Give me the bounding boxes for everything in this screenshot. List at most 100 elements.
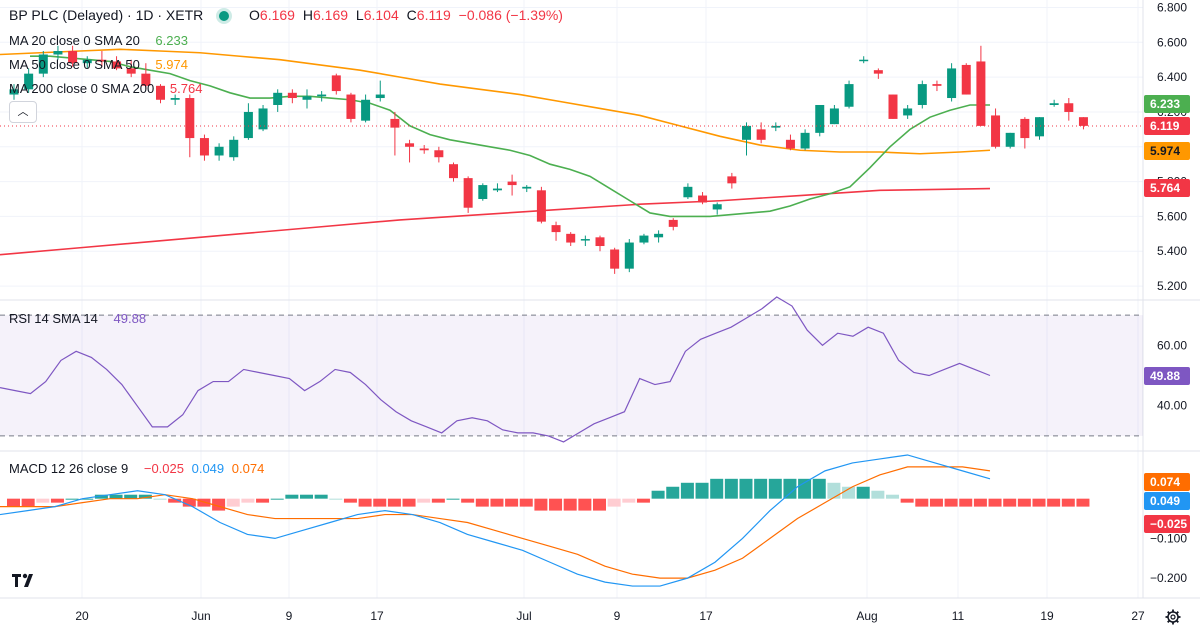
candle-body-48 (712, 204, 722, 210)
macd-hist-bar-65 (959, 498, 973, 507)
candle-body-8 (126, 68, 136, 74)
candle-body-35 (522, 186, 532, 189)
close-label: C (406, 7, 417, 23)
macd-hist-bar-25 (373, 498, 387, 507)
candle-body-56 (829, 108, 839, 125)
ma20-price-tag-bg (1144, 95, 1190, 113)
gear-ring (1167, 611, 1179, 623)
macd-pane (0, 454, 1090, 587)
candle-body-32 (478, 185, 488, 200)
macd-legend-label: MACD 12 26 close 9 (9, 461, 129, 476)
candle-body-65 (961, 64, 971, 95)
macd-hist-bar-26 (387, 498, 401, 507)
candle-body-59 (873, 70, 883, 74)
macd-legend[interactable]: MACD 12 26 close 9 −0.025 0.049 0.074 (9, 461, 268, 476)
ma50-line (0, 48, 991, 155)
candle-body-66 (976, 61, 986, 126)
macd-hist-bar-5 (80, 498, 94, 500)
candle-body-58 (859, 59, 869, 62)
macd-hist-bar-16 (241, 498, 255, 503)
macd-tick-minus-0.2: −0.200 (1150, 571, 1187, 585)
macd-legend-hist-value: 0.074 (231, 461, 265, 476)
candle-body-22 (331, 75, 341, 92)
rsi-tick-60: 60.00 (1157, 338, 1187, 352)
candle-body-43 (639, 235, 649, 243)
change-value: −0.086 (−1.39%) (458, 7, 563, 23)
macd-hist-bar-33 (490, 498, 504, 507)
price-tick-5.200: 5.200 (1157, 279, 1187, 293)
candle-body-21 (317, 94, 327, 97)
macd-hist-bar-22 (329, 498, 343, 500)
gear-tooth-7 (1175, 611, 1179, 615)
settings-gear-icon[interactable] (1165, 609, 1181, 625)
macd-hist-bar-64 (944, 498, 958, 507)
candle-body-27 (405, 143, 415, 147)
candle-body-10 (156, 85, 165, 100)
macd-hist-bar-57 (842, 486, 856, 499)
candle-body-52 (771, 125, 781, 128)
candle-body-7 (112, 61, 122, 69)
macd-hist-bar-42 (622, 498, 636, 503)
macd-hist-bar-37 (549, 498, 563, 511)
macd-hist-bar-61 (900, 498, 914, 503)
ma50-legend-label: MA 50 close 0 SMA 50 (9, 57, 140, 72)
open-value: 6.169 (259, 7, 295, 23)
collapse-legend-button[interactable]: ︿ (9, 101, 37, 123)
rsi-legend[interactable]: RSI 14 SMA 14 49.88 (9, 311, 150, 326)
candle-body-33 (492, 188, 502, 191)
candle-body-29 (434, 150, 444, 158)
time-tick-17: 17 (370, 609, 384, 623)
macd-hist-bar-38 (563, 498, 577, 511)
macd-hist-bar-17 (256, 498, 270, 503)
macd-hist-bar-1 (21, 498, 35, 507)
low-value: 6.104 (363, 7, 399, 23)
macd-hist-bar-45 (666, 486, 680, 499)
candle-body-45 (668, 219, 678, 227)
macd-hist-bar-54 (798, 478, 812, 499)
candle-body-16 (243, 111, 253, 139)
macd-hist-bar-59 (871, 490, 885, 499)
symbol-title[interactable]: BP PLC (Delayed) · 1D · XETR (9, 7, 204, 23)
time-tick-20: 20 (75, 609, 89, 623)
macd-hist-bar-6 (94, 494, 108, 499)
gear-tooth-1 (1175, 619, 1179, 623)
candle-body-18 (273, 92, 283, 105)
macd-hist-bar-2 (36, 498, 50, 503)
rsi-pane (0, 296, 1143, 443)
macd-hist-bar-21 (314, 494, 328, 499)
macd-hist-bar-32 (475, 498, 489, 507)
candle-body-40 (595, 237, 605, 247)
ma200-legend[interactable]: MA 200 close 0 SMA 200 5.764 (9, 81, 206, 96)
candle-body-26 (390, 118, 400, 128)
low-label: L (355, 7, 364, 23)
time-tick-17: 17 (699, 609, 713, 623)
ma50-price-tag-bg (1144, 142, 1190, 160)
macd-hist-tag-bg (1144, 473, 1190, 491)
candle-body-63 (932, 84, 942, 86)
candle-body-37 (551, 225, 561, 233)
candle-body-25 (375, 94, 385, 99)
macd-hist-bar-48 (710, 478, 724, 499)
macd-hist-bar-51 (754, 478, 768, 499)
macd-hist-bar-50 (739, 478, 753, 499)
ma20-series-line (30, 55, 990, 218)
candle-body-73 (1078, 117, 1088, 126)
macd-signal-tag-bg (1144, 492, 1190, 510)
price-tick-5.400: 5.400 (1157, 244, 1187, 258)
candle-body-17 (258, 108, 268, 130)
candle-body-11 (170, 98, 180, 100)
macd-hist-bar-35 (519, 498, 533, 507)
tradingview-logo-icon[interactable] (10, 570, 38, 590)
rsi-band-fill (0, 315, 1143, 436)
time-tick-19: 19 (1040, 609, 1054, 623)
macd-hist-bar-7 (109, 494, 123, 499)
macd-hist-bar-13 (197, 498, 211, 507)
candle-body-49 (727, 176, 737, 184)
rsi-line (0, 296, 991, 443)
candle-body-60 (888, 94, 898, 119)
ma50-legend[interactable]: MA 50 close 0 SMA 50 5.974 (9, 57, 192, 72)
ma20-legend[interactable]: MA 20 close 0 SMA 20 6.233 (9, 33, 192, 48)
candle-body-69 (1020, 118, 1030, 139)
candle-body-72 (1064, 103, 1074, 112)
